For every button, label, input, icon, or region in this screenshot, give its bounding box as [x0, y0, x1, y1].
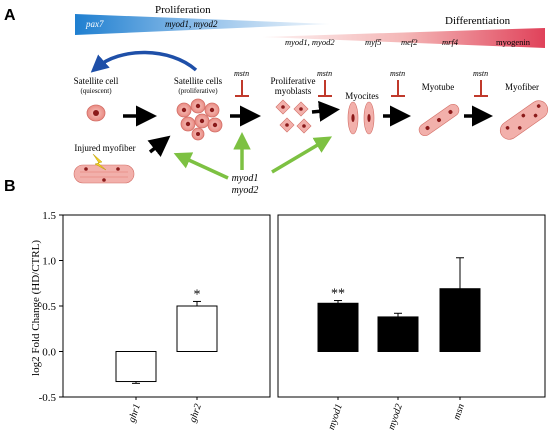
gene-myod-blue: myod1, myod2	[165, 19, 218, 29]
proliferative-myoblasts	[275, 99, 312, 134]
x-tick-label-ghr1: ghr1	[127, 403, 143, 424]
x-tick-label-ghr2: ghr2	[188, 403, 204, 424]
satellite-cells-proliferative	[176, 98, 223, 141]
mstn-inhibitor-1: mstn	[234, 69, 249, 97]
svg-text:mstn: mstn	[234, 69, 249, 78]
gene-myogenin: myogenin	[496, 37, 531, 47]
mstn-inhibitor-4: mstn	[473, 69, 488, 97]
bar-myod1	[317, 302, 359, 352]
y-tick-label: -0.5	[39, 392, 57, 404]
label-satellite-proliferative: Satellite cells	[174, 76, 223, 86]
satellite-cell-quiescent	[86, 104, 106, 122]
svg-text:mstn: mstn	[317, 69, 332, 78]
y-tick-label: 1.5	[42, 210, 56, 222]
bar-chart: 1.5 1.0 0.5 0.0 -0.5 ghr1 ghr2 * myod1 ** myod2 msn	[39, 210, 546, 432]
differentiation-title: Differentiation	[445, 15, 511, 27]
gene-myf5: myf5	[365, 37, 382, 47]
regulator-myod1: myod1	[232, 173, 259, 184]
y-tick-label: 0.0	[42, 347, 56, 359]
myofiber	[499, 100, 549, 140]
label-prolif-myoblasts-2: myoblasts	[275, 86, 312, 96]
regulator-arrows	[173, 132, 333, 180]
significance-ghr2: *	[194, 287, 201, 302]
significance-myod1: **	[331, 287, 345, 302]
regulator-myod2: myod2	[232, 185, 259, 196]
svg-text:mstn: mstn	[390, 69, 405, 78]
x-tick-label-msn: msn	[451, 403, 466, 422]
mstn-inhibitor-3: mstn	[390, 69, 405, 97]
y-axis-label: log2 Fold Change (HD/CTRL)	[30, 240, 42, 376]
injured-myofiber	[73, 164, 135, 184]
bar-ghr1	[115, 351, 157, 383]
y-tick-label: 1.0	[42, 256, 56, 268]
label-prolif-myoblasts-1: Proliferative	[271, 76, 316, 86]
panel-a-label: A	[4, 7, 16, 24]
myocites	[347, 101, 375, 135]
y-tick-label: 0.5	[42, 301, 56, 313]
plot-frame-2	[277, 214, 546, 398]
x-tick-label-myod1: myod1	[326, 403, 345, 432]
bar-ghr2	[176, 305, 218, 352]
gene-pax7: pax7	[85, 19, 104, 29]
label-satellite-proliferative-sub: (proliferative)	[178, 87, 218, 95]
label-myofiber: Myofiber	[505, 82, 539, 92]
panel-b-label: B	[4, 178, 16, 195]
proliferation-gradient-bar	[75, 14, 330, 35]
label-myotube: Myotube	[422, 82, 455, 92]
gene-mrf4: mrf4	[442, 37, 459, 47]
svg-text:mstn: mstn	[473, 69, 488, 78]
mstn-inhibitor-2: mstn	[317, 69, 332, 97]
proliferation-title: Proliferation	[155, 4, 211, 16]
x-tick-label-myod2: myod2	[386, 403, 405, 432]
myotube	[418, 103, 460, 137]
plot-frame-1	[62, 214, 271, 398]
self-renewal-arrow	[90, 50, 198, 73]
lightning-icon	[92, 153, 107, 171]
progression-arrows	[123, 100, 493, 157]
bar-msn	[439, 288, 481, 352]
label-satellite-quiescent-sub: (quiescent)	[80, 87, 112, 95]
gene-mef2: mef2	[401, 37, 418, 47]
label-injured-myofiber: Injured myofiber	[74, 143, 135, 153]
differentiation-gradient-bar	[262, 28, 545, 48]
bar-myod2	[377, 316, 419, 353]
label-myocites: Myocites	[345, 91, 379, 101]
gene-myod-red: myod1, myod2	[285, 37, 335, 47]
label-satellite-quiescent: Satellite cell	[74, 76, 119, 86]
